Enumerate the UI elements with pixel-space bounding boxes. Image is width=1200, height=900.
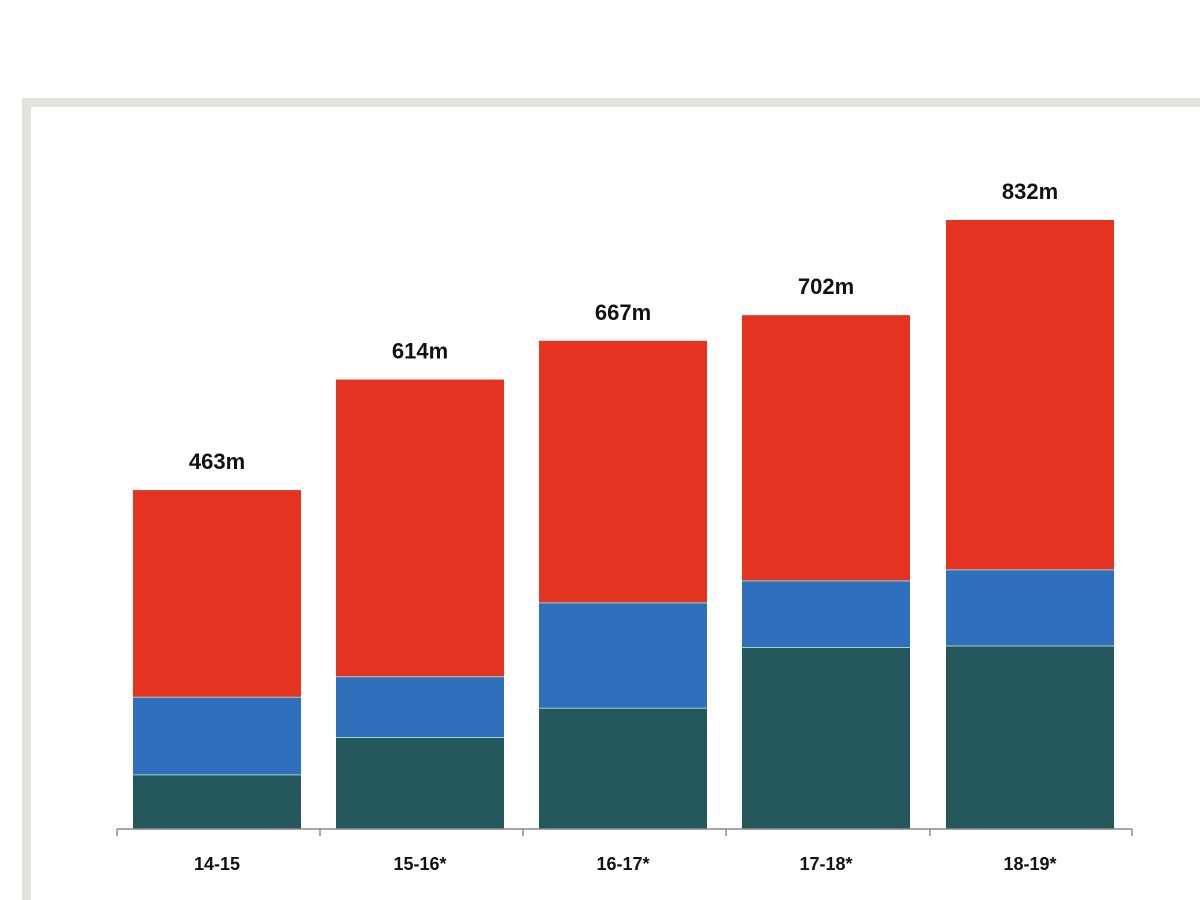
bar-16-17*-segment-1 [539,708,707,829]
bars-group [133,220,1114,829]
bar-15-16*-segment-1 [336,737,504,829]
x-tick-label-15-16*: 15-16* [393,854,446,874]
x-tick-label-18-19*: 18-19* [1003,854,1056,874]
bar-18-19*-segment-2 [946,569,1114,647]
frame-left-border [22,98,31,900]
total-label-17-18*: 702m [798,274,854,299]
bar-17-18*-segment-1 [742,647,910,829]
bar-16-17*-segment-2 [539,602,707,709]
total-labels-group: 463m 614m 667m 702m 832m [189,179,1058,474]
bar-14-15-segment-1 [133,774,301,829]
bar-14-15-segment-3 [133,490,301,698]
bar-14-15-segment-2 [133,697,301,775]
bar-15-16*-segment-3 [336,379,504,677]
x-tick-label-14-15: 14-15 [194,854,240,874]
total-label-15-16*: 614m [392,339,448,364]
bar-18-19*-segment-3 [946,220,1114,570]
total-label-14-15: 463m [189,449,245,474]
total-label-16-17*: 667m [595,300,651,325]
total-label-18-19*: 832m [1002,179,1058,204]
bar-17-18*-segment-3 [742,315,910,581]
x-tick-labels-group: 14-15 15-16* 16-17* 17-18* 18-19* [194,854,1057,874]
bar-17-18*-segment-2 [742,580,910,648]
bar-15-16*-segment-2 [336,676,504,738]
x-tick-label-16-17*: 16-17* [596,854,649,874]
bar-16-17*-segment-3 [539,340,707,603]
frame-top-border [22,98,1200,107]
bar-18-19*-segment-1 [946,646,1114,829]
x-tick-label-17-18*: 17-18* [799,854,852,874]
x-axis [116,828,1133,836]
